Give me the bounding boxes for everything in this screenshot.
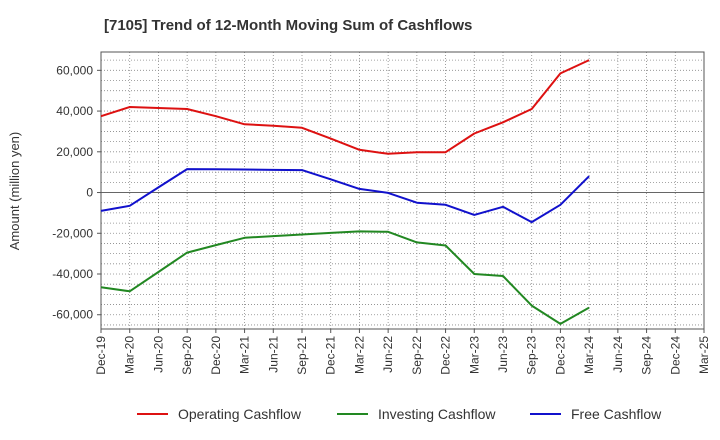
x-tick-label: Dec-19 [94,336,108,375]
operating-cashflow-line [100,59,590,155]
x-tick-label: Jun-23 [496,336,510,373]
grid-lines [101,52,704,329]
y-tick-label: 0 [86,186,93,200]
x-tick-label: Jun-22 [381,336,395,373]
x-tick-label: Mar-25 [697,336,711,374]
y-tick-label: -20,000 [52,226,93,240]
x-tick-label: Dec-21 [324,336,338,375]
free-cashflow-line [100,168,590,224]
x-tick-label: Dec-22 [439,336,453,375]
x-tick-label: Jun-24 [611,336,625,373]
x-tick-label: Mar-23 [467,336,481,374]
x-tick-label: Jun-21 [266,336,280,373]
y-tick-label: -60,000 [52,308,93,322]
x-tick-label: Mar-24 [582,336,596,374]
plot-border [100,51,705,330]
x-tick-label: Mar-21 [238,336,252,374]
x-tick-label: Mar-20 [123,336,137,374]
plot-area [101,52,704,329]
x-tick-label: Dec-23 [553,336,567,375]
x-tick-label: Sep-21 [295,336,309,375]
y-axis: -60,000 -40,000 -20,000 0 20,000 40,000 60,000 [52,63,101,322]
y-axis-title: Amount (million yen) [7,132,22,251]
x-tick-label: Dec-20 [209,336,223,375]
investing-cashflow-line [100,230,590,325]
y-tick-label: -40,000 [52,267,93,281]
legend-label-operating-cashflow: Operating Cashflow [178,406,302,422]
x-tick-label: Mar-22 [352,336,366,374]
x-tick-label: Sep-22 [410,336,424,375]
y-tick-label: 40,000 [56,104,93,118]
x-tick-label: Dec-24 [668,336,682,375]
x-tick-label: Sep-23 [525,336,539,375]
x-tick-label: Jun-20 [151,336,165,373]
y-tick-label: 20,000 [56,145,93,159]
legend: Operating Cashflow Investing Cashflow Free… [137,406,662,422]
legend-label-investing-cashflow: Investing Cashflow [378,406,496,422]
x-axis: Dec-19 Mar-20 Jun-20 Sep-20 Dec-20 Mar-21 Jun-… [94,329,711,375]
chart-title: [7105] Trend of 12-Month Moving Sum of C… [104,17,472,34]
y-tick-label: 60,000 [56,63,93,77]
x-tick-label: Sep-20 [180,336,194,375]
x-tick-label: Sep-24 [640,336,654,375]
legend-label-free-cashflow: Free Cashflow [571,406,662,422]
series-lines [100,59,590,325]
